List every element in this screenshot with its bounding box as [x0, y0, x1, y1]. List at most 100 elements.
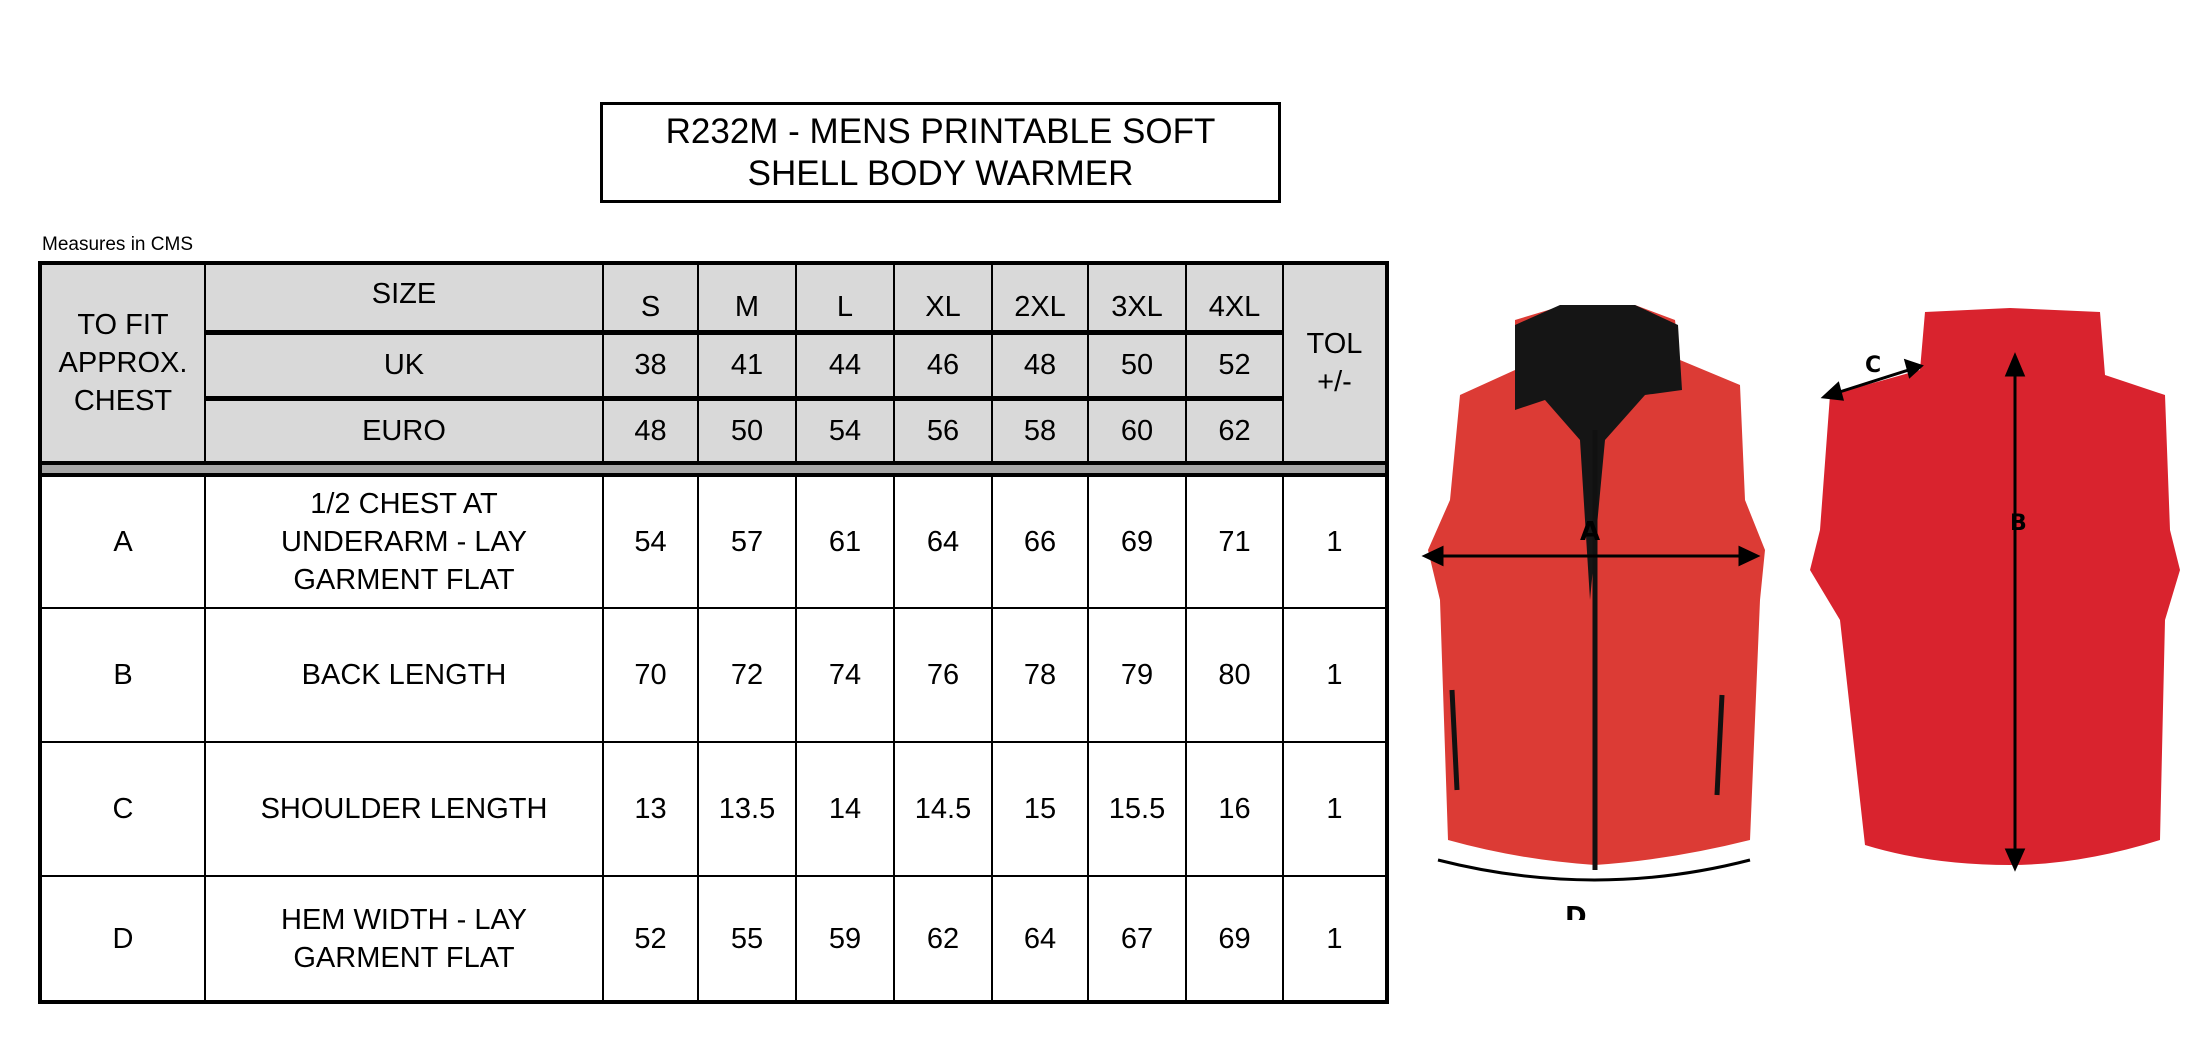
- to-fit-line: TO FIT: [77, 309, 169, 341]
- size-cell: 4XL: [1185, 262, 1284, 335]
- uk-label: UK: [204, 331, 604, 401]
- measure-value: 15.5: [1087, 741, 1187, 877]
- measure-value: 13.5: [697, 741, 797, 877]
- measure-value: 76: [893, 607, 993, 743]
- description-line: HEM WIDTH - LAY: [281, 903, 527, 936]
- to-fit-line: APPROX.: [58, 347, 188, 379]
- arrow-b: [2004, 352, 2026, 872]
- tolerance-value: 1: [1282, 741, 1388, 877]
- separator: [39, 461, 1388, 477]
- size-cell: XL: [893, 262, 993, 335]
- measure-value: 61: [795, 474, 895, 609]
- size-cell: 2XL: [991, 262, 1089, 335]
- size-cell: M: [697, 262, 797, 335]
- to-fit-line: CHEST: [73, 385, 173, 417]
- measure-value: 67: [1087, 875, 1187, 1003]
- arrow-c: [1820, 358, 1924, 401]
- measure-value: 64: [991, 875, 1089, 1003]
- euro-cell: 58: [991, 397, 1089, 464]
- measure-description: SHOULDER LENGTH: [204, 741, 604, 877]
- to-fit-cell: TO FIT APPROX. CHEST: [39, 262, 206, 464]
- pocket-right: [1714, 694, 1725, 796]
- tol-line: +/-: [1317, 366, 1352, 398]
- uk-cell: 50: [1087, 331, 1187, 401]
- vest-back-body: [1810, 308, 2180, 865]
- description-line: 1/2 CHEST AT: [310, 488, 498, 520]
- vest-front-collar: [1515, 305, 1682, 600]
- measure-value: 54: [602, 474, 699, 609]
- table-row: C SHOULDER LENGTH 13 13.5 14 14.5 15 15.5 16 1: [39, 741, 1388, 877]
- description-line: GARMENT FLAT: [293, 564, 515, 596]
- label-d: D: [1565, 902, 1587, 920]
- measure-value: 62: [893, 875, 993, 1003]
- uk-cell: 52: [1185, 331, 1284, 401]
- tolerance-value: 1: [1282, 875, 1388, 1003]
- measure-value: 70: [602, 607, 699, 743]
- measure-value: 72: [697, 607, 797, 743]
- euro-cell: 62: [1185, 397, 1284, 464]
- uk-cell: 48: [991, 331, 1089, 401]
- euro-cell: 50: [697, 397, 797, 464]
- label-a: A: [1580, 517, 1600, 547]
- measure-value: 14: [795, 741, 895, 877]
- measure-value: 15: [991, 741, 1089, 877]
- size-cell: L: [795, 262, 895, 335]
- measure-value: 69: [1087, 474, 1187, 609]
- measures-note: Measures in CMS: [42, 234, 193, 255]
- uk-cell: 38: [602, 331, 699, 401]
- measure-value: 57: [697, 474, 797, 609]
- size-row: TO FIT APPROX. CHEST SIZE S M L XL 2XL 3…: [39, 262, 1388, 464]
- measure-description: HEM WIDTH - LAY GARMENT FLAT: [204, 875, 604, 1003]
- measure-value: 74: [795, 607, 895, 743]
- title-line-2: SHELL BODY WARMER: [747, 153, 1134, 193]
- vest-back-image: B C: [1810, 308, 2180, 872]
- description-line: GARMENT FLAT: [293, 941, 515, 974]
- euro-cell: 48: [602, 397, 699, 464]
- tolerance-value: 1: [1282, 607, 1388, 743]
- measure-value: 79: [1087, 607, 1187, 743]
- uk-cell: 44: [795, 331, 895, 401]
- vest-front-image: A D: [1421, 305, 1765, 920]
- table-row: B BACK LENGTH 70 72 74 76 78 79 80 1: [39, 607, 1388, 743]
- measure-value: 52: [602, 875, 699, 1003]
- euro-cell: 56: [893, 397, 993, 464]
- euro-label: EURO: [204, 397, 604, 464]
- measure-value: 16: [1185, 741, 1284, 877]
- arrow-a: [1421, 545, 1761, 567]
- description-line: SHOULDER LENGTH: [260, 793, 548, 825]
- measure-description: 1/2 CHEST AT UNDERARM - LAY GARMENT FLAT: [204, 474, 604, 609]
- measure-value: 64: [893, 474, 993, 609]
- euro-cell: 54: [795, 397, 895, 464]
- label-b: B: [2010, 511, 2027, 536]
- measure-value: 14.5: [893, 741, 993, 877]
- measure-code: D: [39, 875, 206, 1003]
- euro-cell: 60: [1087, 397, 1187, 464]
- measure-value: 71: [1185, 474, 1284, 609]
- measure-value: 78: [991, 607, 1089, 743]
- measure-description: BACK LENGTH: [204, 607, 604, 743]
- tol-header: TOL +/-: [1282, 262, 1388, 464]
- euro-row: EURO 48 50 54 56 58 60 62: [40, 397, 1387, 464]
- measure-value: 80: [1185, 607, 1284, 743]
- uk-row: UK 38 41 44 46 48 50 52: [40, 331, 1387, 401]
- description-line: UNDERARM - LAY: [281, 526, 527, 558]
- title-line-1: R232M - MENS PRINTABLE SOFT: [665, 111, 1216, 151]
- measure-code: A: [39, 474, 206, 609]
- measure-value: 66: [991, 474, 1089, 609]
- chart-title-box: R232M - MENS PRINTABLE SOFT SHELL BODY W…: [600, 102, 1281, 203]
- size-table: TO FIT APPROX. CHEST SIZE S M L XL 2XL 3…: [38, 261, 1389, 1004]
- description-line: BACK LENGTH: [301, 659, 507, 691]
- size-cell: S: [602, 262, 699, 335]
- tol-line: TOL: [1306, 328, 1363, 360]
- arrow-d: [1437, 858, 1751, 882]
- table-row: D HEM WIDTH - LAY GARMENT FLAT 52 55 59 62 64 67…: [39, 875, 1388, 1003]
- measure-value: 59: [795, 875, 895, 1003]
- measure-value: 69: [1185, 875, 1284, 1003]
- size-cell: 3XL: [1087, 262, 1187, 335]
- uk-cell: 41: [697, 331, 797, 401]
- measure-value: 13: [602, 741, 699, 877]
- measure-code: C: [39, 741, 206, 877]
- measure-value: 55: [697, 875, 797, 1003]
- label-c: C: [1865, 353, 1881, 378]
- separator-band: [39, 461, 1388, 477]
